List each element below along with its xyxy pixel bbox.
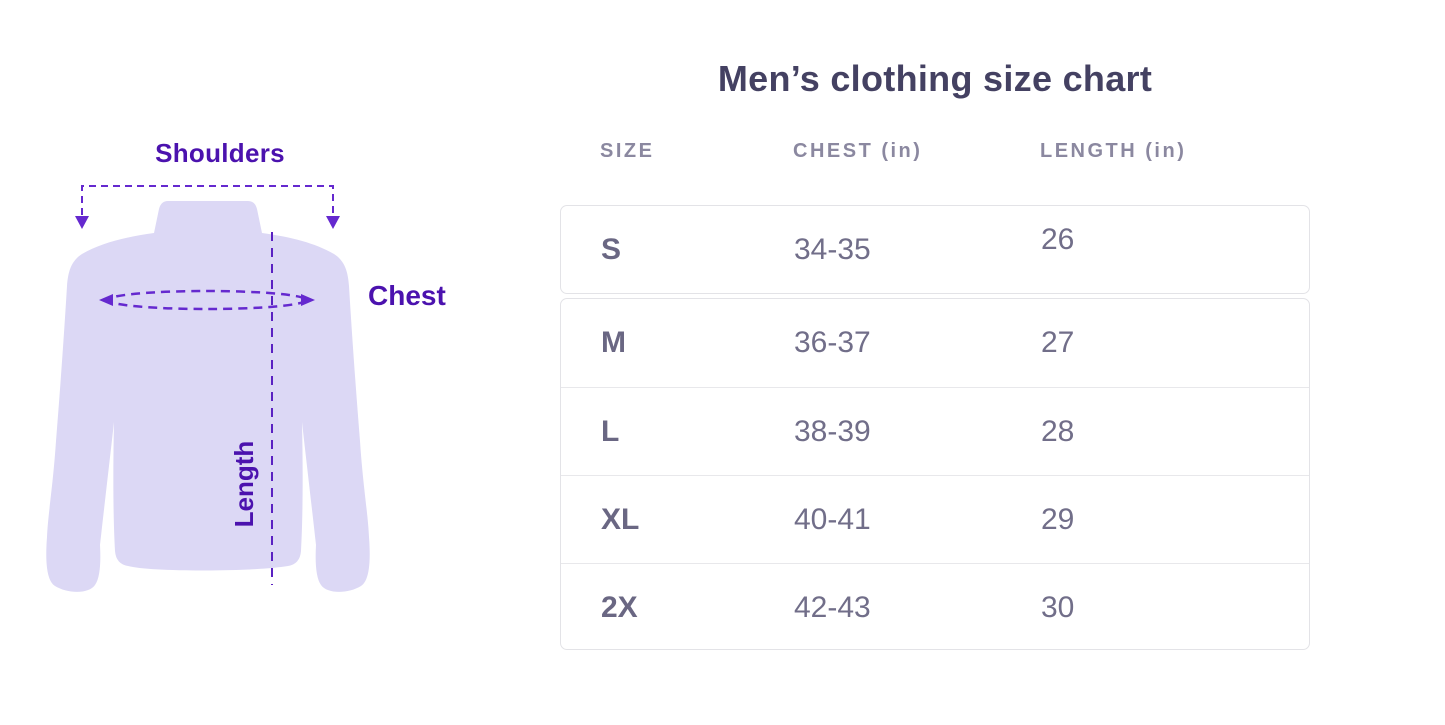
size-cell: L xyxy=(601,414,620,448)
shirt-measurement-diagram: Shoulders Chest Length xyxy=(40,130,510,620)
chest-cell: 36-37 xyxy=(794,326,871,359)
table-row-l: L 38-39 28 xyxy=(561,387,1309,475)
shoulders-measure-line xyxy=(81,185,334,215)
shirt-silhouette xyxy=(46,201,370,592)
table-row-xl: XL 40-41 29 xyxy=(561,475,1309,563)
chest-cell: 34-35 xyxy=(794,232,871,266)
chest-cell: 40-41 xyxy=(794,502,871,536)
table-row-m: M 36-37 27 xyxy=(561,299,1309,387)
shoulders-label: Shoulders xyxy=(155,138,285,168)
length-cell: 29 xyxy=(1041,502,1075,536)
shoulders-arrow-right-icon xyxy=(326,216,340,229)
table-row-2x: 2X 42-43 30 xyxy=(561,563,1309,651)
column-header-size: SIZE xyxy=(600,140,655,162)
size-cell: M xyxy=(601,326,626,359)
length-cell: 30 xyxy=(1041,590,1075,624)
length-label: Length xyxy=(229,440,259,528)
shoulders-arrow-left-icon xyxy=(75,216,89,229)
size-cell: 2X xyxy=(601,590,638,624)
size-cell: S xyxy=(601,232,622,266)
column-header-length: LENGTH (in) xyxy=(1040,140,1187,162)
length-cell: 26 xyxy=(1041,222,1075,256)
page-title: Men’s clothing size chart xyxy=(717,58,1153,99)
length-cell: 27 xyxy=(1041,326,1075,359)
chest-arrow-left-icon xyxy=(99,294,113,306)
table-card-first: S 34-35 26 xyxy=(560,205,1310,294)
size-cell: XL xyxy=(601,502,640,536)
column-header-chest: CHEST (in) xyxy=(793,140,923,162)
chest-label: Chest xyxy=(368,280,446,311)
chest-cell: 42-43 xyxy=(794,590,871,624)
table-header-row: SIZE CHEST (in) LENGTH (in) xyxy=(560,140,1310,163)
chest-cell: 38-39 xyxy=(794,414,871,448)
table-row-s: S 34-35 26 xyxy=(561,206,1309,293)
shirt-graphic xyxy=(46,185,370,592)
length-cell: 28 xyxy=(1041,414,1075,448)
size-chart: Men’s clothing size chart SIZE CHEST (in… xyxy=(560,0,1310,725)
table-card-rest: M 36-37 27 L 38-39 28 XL 40-41 29 2X 42-… xyxy=(560,298,1310,650)
chest-arrow-right-icon xyxy=(301,294,315,306)
